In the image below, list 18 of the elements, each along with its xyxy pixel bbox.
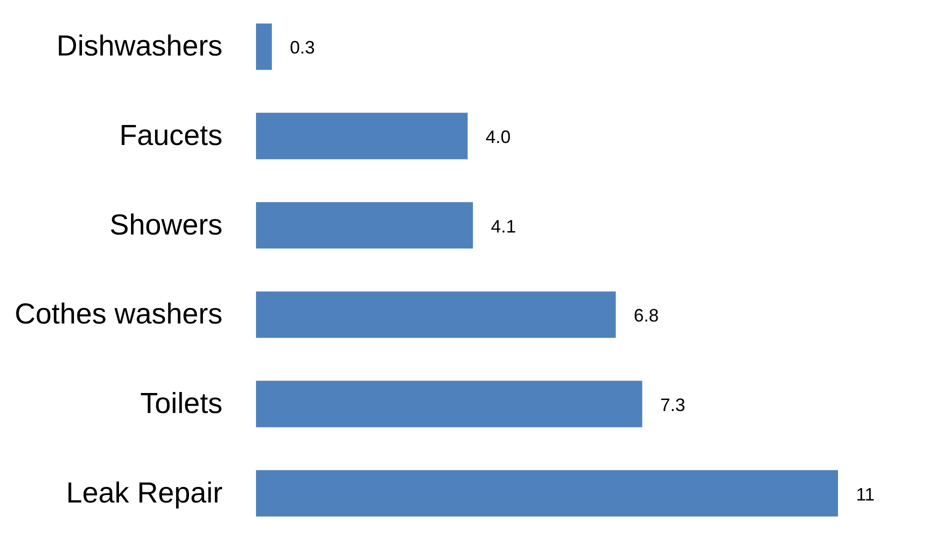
- y-tick-label: Cothes washers: [14, 298, 222, 331]
- data-label: 11: [856, 484, 875, 504]
- y-tick-label: Dishwashers: [56, 30, 222, 63]
- y-tick-label: Toilets: [140, 388, 222, 420]
- y-tick-label: Leak Repair: [66, 477, 223, 510]
- bar: [256, 112, 468, 160]
- bar: [256, 23, 272, 70]
- data-label: 4.0: [486, 127, 511, 147]
- bar: [256, 291, 616, 338]
- data-label: 6.8: [634, 306, 659, 326]
- data-label: 4.1: [490, 216, 516, 236]
- bar: [256, 470, 838, 517]
- bar: [256, 202, 473, 249]
- y-tick-label: Showers: [110, 209, 222, 242]
- bar: [256, 380, 642, 428]
- data-label: 7.3: [660, 395, 686, 415]
- y-tick-label: Faucets: [119, 120, 222, 152]
- data-label: 0.3: [290, 38, 315, 58]
